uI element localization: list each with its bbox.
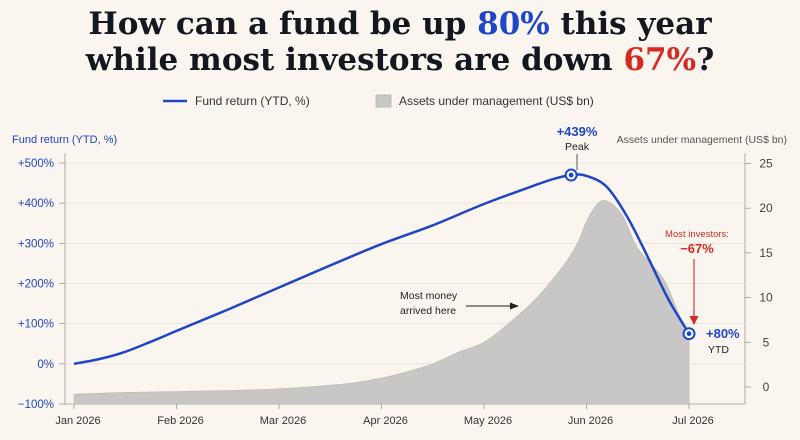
investors-value-label: −67%: [680, 241, 714, 256]
y-right-tick-label: 20: [759, 201, 773, 215]
ytd-annotation: +80% YTD: [706, 326, 740, 356]
title-line-1: How can a fund be up 80% this year: [0, 6, 800, 42]
ytd-value-label: +80%: [706, 326, 740, 341]
y-left-tick-label: +200%: [18, 279, 54, 291]
fund-return-line: [73, 173, 691, 366]
x-tick-label: Jul 2026: [672, 415, 714, 427]
title-highlight-investors: 67%: [623, 42, 697, 78]
title-line-2: while most investors are down 67%?: [0, 42, 800, 78]
x-tick-label: Jun 2026: [568, 415, 613, 427]
y-left-tick-label: +500%: [18, 158, 54, 170]
ytd-label: YTD: [708, 344, 729, 356]
legend-aum-label: Assets under management (US$ bn): [399, 94, 594, 108]
ytd-marker-dot: [686, 331, 692, 337]
title-text: How can a fund be up: [88, 6, 478, 42]
y-right-tick-label: 10: [759, 291, 773, 305]
y-left-axis-title: Fund return (YTD, %): [12, 134, 117, 146]
money-label-line1: Most money: [400, 290, 458, 302]
x-tick-label: May 2026: [464, 415, 512, 427]
y-right-axis-title: Assets under management (US$ bn): [617, 134, 787, 146]
investors-label: Most investors:: [665, 229, 729, 240]
y-left-tick-label: +100%: [18, 319, 54, 331]
y-left-tick-label: −100%: [18, 399, 54, 411]
investors-annotation: Most investors: −67%: [665, 229, 729, 325]
y-left-tick-label: +300%: [18, 238, 54, 250]
y-right-tick-label: 0: [763, 380, 770, 394]
money-label-line2: arrived here: [400, 305, 456, 317]
title-highlight-fund: 80%: [477, 6, 550, 42]
x-tick-label: Apr 2026: [363, 415, 408, 427]
peak-value-label: +439%: [557, 124, 598, 139]
y-left-tick-label: 0%: [37, 359, 54, 371]
legend: Fund return (YTD, %) Assets under manage…: [163, 94, 594, 108]
y-right-tick-label: 25: [759, 157, 773, 171]
legend-fund-label: Fund return (YTD, %): [195, 94, 310, 108]
peak-label: Peak: [565, 141, 590, 153]
x-tick-label: Mar 2026: [260, 415, 306, 427]
peak-marker-dot: [568, 172, 574, 178]
chart-title: How can a fund be up 80% this year while…: [0, 6, 800, 78]
y-right-tick-label: 15: [759, 246, 773, 260]
title-text: ?: [696, 42, 715, 78]
title-text: this year: [549, 6, 712, 42]
y-left-tick-label: +400%: [18, 198, 54, 210]
y-right-tick-label: 5: [763, 335, 770, 349]
investors-arrow-head: [689, 316, 699, 325]
title-text: while most investors are down: [85, 42, 624, 78]
x-tick-label: Feb 2026: [157, 415, 203, 427]
money-annotation: Most money arrived here: [400, 290, 519, 317]
legend-swatch-aum: [375, 94, 392, 108]
x-tick-label: Jan 2026: [55, 415, 100, 427]
peak-annotation: +439% Peak: [557, 124, 598, 171]
aum-area: [73, 200, 690, 405]
money-arrow-head: [510, 302, 519, 310]
